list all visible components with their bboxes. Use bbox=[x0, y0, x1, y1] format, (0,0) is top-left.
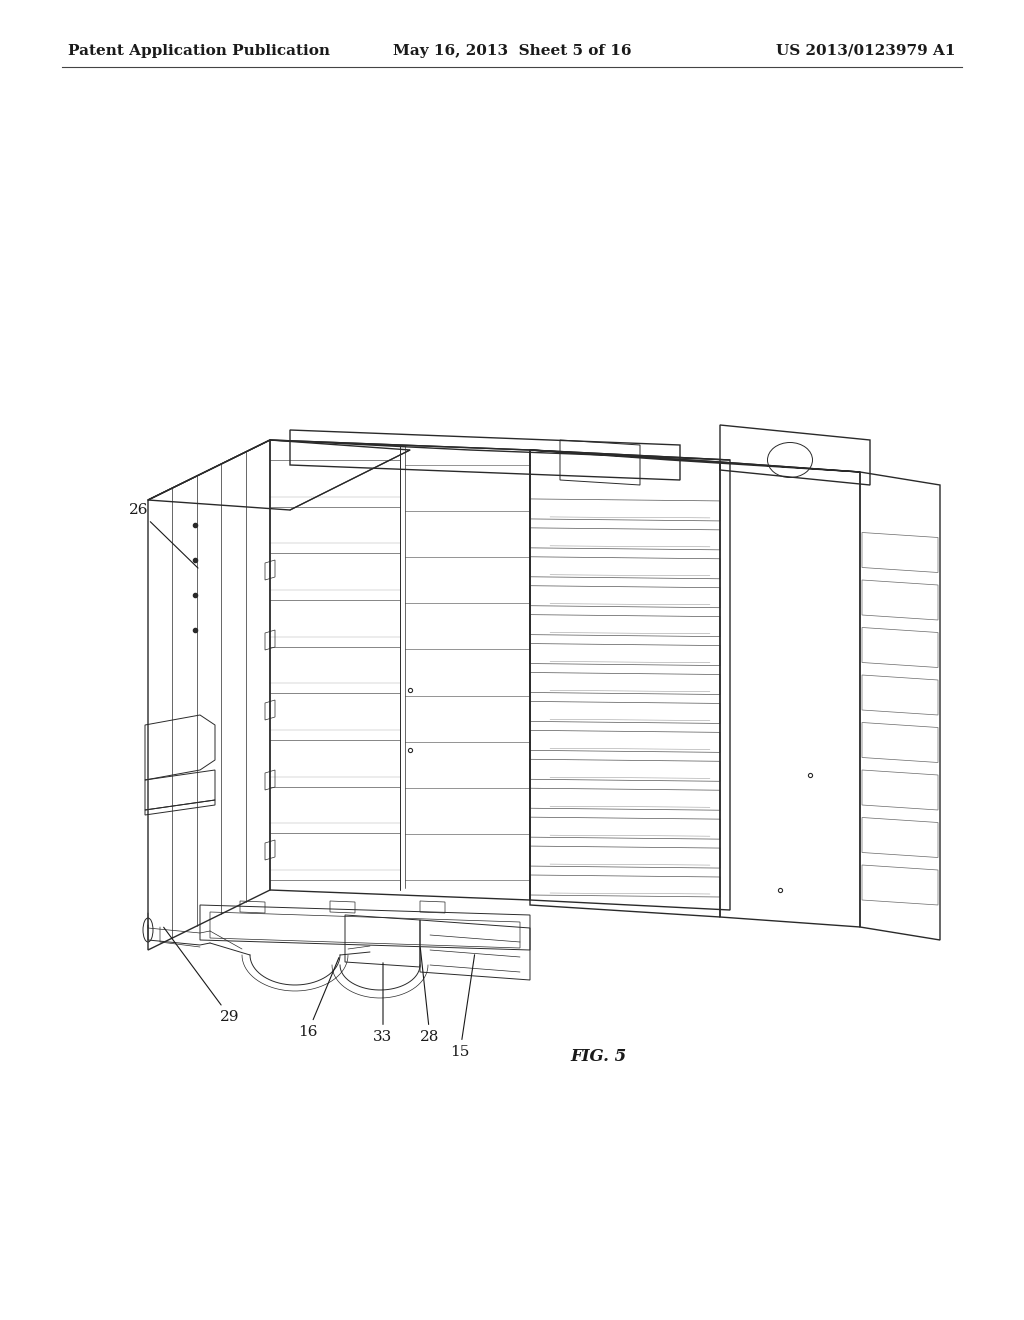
Text: 16: 16 bbox=[298, 957, 339, 1039]
Text: 29: 29 bbox=[164, 927, 240, 1024]
Text: 28: 28 bbox=[420, 948, 439, 1044]
Text: FIG. 5: FIG. 5 bbox=[570, 1048, 627, 1065]
Text: 15: 15 bbox=[451, 954, 474, 1059]
Text: 33: 33 bbox=[374, 962, 392, 1044]
Text: May 16, 2013  Sheet 5 of 16: May 16, 2013 Sheet 5 of 16 bbox=[393, 44, 631, 58]
Text: Patent Application Publication: Patent Application Publication bbox=[68, 44, 330, 58]
Text: US 2013/0123979 A1: US 2013/0123979 A1 bbox=[776, 44, 956, 58]
Text: 26: 26 bbox=[128, 503, 198, 568]
